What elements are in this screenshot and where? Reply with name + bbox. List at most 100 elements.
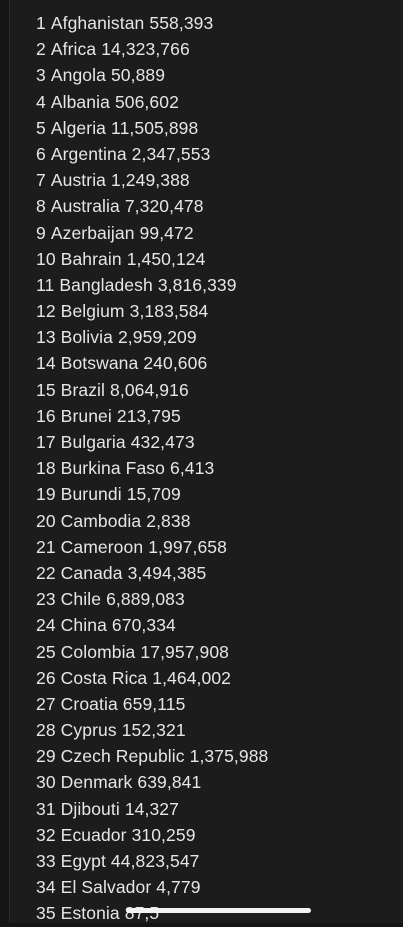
list-item: 11 Bangladesh 3,816,339: [36, 272, 268, 298]
list-item-rank: 24: [36, 615, 56, 636]
list-item-name: Cambodia: [60, 510, 142, 531]
list-item-value: 432,473: [130, 432, 195, 452]
list-item-value: 639,841: [137, 772, 202, 793]
list-item: 21 Cameroon 1,997,658: [36, 534, 268, 560]
list-item-value: 670,334: [111, 615, 176, 636]
list-item: 5 Algeria 11,505,898: [36, 115, 268, 141]
list-item-value: 2,959,209: [117, 327, 197, 348]
list-item-value: 6,413: [169, 458, 215, 479]
list-item: 20 Cambodia 2,838: [36, 508, 268, 534]
list-item-rank: 5: [36, 117, 46, 138]
list-item: 24 China 670,334: [36, 612, 268, 638]
country-list: 1 Afghanistan 558,393 2 Africa 14,323,766 3 Ang…: [36, 10, 268, 927]
list-item: 7 Austria 1,249,388: [36, 167, 268, 193]
list-item-rank: 7: [36, 170, 46, 191]
list-item-rank: 4: [36, 91, 46, 112]
list-item-rank: 1: [36, 13, 46, 33]
list-item: 12 Belgium 3,183,584: [36, 298, 268, 324]
list-item-rank: 15: [36, 379, 56, 400]
list-item-name: Colombia: [60, 641, 136, 662]
list-item-name: Ecuador: [60, 824, 127, 845]
list-item: 28 Cyprus 152,321: [36, 717, 268, 743]
list-item-rank: 17: [36, 432, 56, 452]
list-item-value: 1,464,002: [152, 667, 232, 688]
list-item: 29 Czech Republic 1,375,988: [36, 743, 268, 769]
list-item-value: 2,347,553: [131, 143, 211, 164]
list-item-name: Bolivia: [60, 327, 113, 348]
list-item-name: Egypt: [60, 851, 106, 871]
list-item: 30 Denmark 639,841: [36, 769, 268, 795]
list-item-value: 310,259: [131, 824, 196, 845]
list-item-value: 2,838: [146, 510, 191, 531]
list-item-rank: 22: [36, 562, 56, 583]
list-item-rank: 16: [36, 405, 56, 426]
list-item: 26 Costa Rica 1,464,002: [36, 665, 268, 691]
list-item-name: Estonia: [60, 903, 120, 924]
list-item: 3 Angola 50,889: [36, 62, 268, 88]
list-item-rank: 26: [36, 667, 56, 688]
list-item-name: El Salvador: [60, 877, 152, 898]
list-item-rank: 20: [36, 510, 56, 531]
list-item-name: Austria: [50, 170, 107, 191]
list-item-value: 87,5: [124, 903, 160, 924]
list-item-name: Czech Republic: [60, 746, 185, 767]
list-item-value: 3,183,584: [129, 301, 209, 322]
list-item: 34 El Salvador 4,779: [36, 874, 268, 900]
list-item-rank: 8: [36, 196, 46, 217]
list-item-rank: 31: [36, 798, 56, 819]
list-item-value: 17,957,908: [140, 641, 229, 662]
list-item-value: 15,709: [126, 484, 181, 505]
list-item: 18 Burkina Faso 6,413: [36, 455, 268, 481]
list-item: 13 Bolivia 2,959,209: [36, 324, 268, 350]
list-item-name: Brunei: [60, 405, 112, 426]
list-item: 14 Botswana 240,606: [36, 350, 268, 376]
home-indicator[interactable]: [126, 908, 311, 913]
list-item: 10 Bahrain 1,450,124: [36, 246, 268, 272]
list-item-name: Burundi: [60, 484, 122, 505]
list-item-value: 506,602: [114, 91, 179, 112]
list-item-value: 213,795: [116, 405, 181, 426]
list-item-name: Chile: [60, 589, 102, 610]
list-item-name: Bahrain: [60, 248, 122, 269]
list-item: 8 Australia 7,320,478: [36, 193, 268, 219]
list-item-value: 8,064,916: [110, 379, 189, 400]
list-item-rank: 12: [36, 301, 56, 322]
list-item-value: 558,393: [149, 13, 214, 33]
list-item-value: 1,375,988: [189, 746, 269, 767]
content-panel: 1 Afghanistan 558,393 2 Africa 14,323,766 3 Ang…: [9, 0, 403, 923]
list-item: 15 Brazil 8,064,916: [36, 377, 268, 403]
list-item-name: Argentina: [50, 143, 127, 164]
list-item-rank: 13: [36, 327, 56, 348]
list-item: 23 Chile 6,889,083: [36, 586, 268, 612]
list-item-name: Albania: [50, 91, 110, 112]
list-item-name: Djibouti: [60, 798, 120, 819]
list-item: 31 Djibouti 14,327: [36, 796, 268, 822]
list-item-name: Belgium: [60, 301, 125, 322]
list-item-name: China: [60, 615, 107, 636]
list-item-rank: 28: [36, 720, 56, 741]
list-item-rank: 19: [36, 484, 56, 505]
list-item: 19 Burundi 15,709: [36, 481, 268, 507]
list-item-rank: 33: [36, 851, 56, 871]
list-item-rank: 6: [36, 143, 46, 164]
list-item-value: 99,472: [139, 222, 194, 243]
list-item-rank: 27: [36, 693, 56, 714]
list-item-value: 3,494,385: [127, 562, 207, 583]
list-item-name: Costa Rica: [60, 667, 148, 688]
list-item-name: Australia: [50, 196, 120, 217]
list-item-value: 152,321: [121, 720, 186, 741]
list-item: 4 Albania 506,602: [36, 89, 268, 115]
list-item-name: Canada: [60, 562, 123, 583]
list-item-name: Africa: [50, 39, 97, 60]
list-item: 6 Argentina 2,347,553: [36, 141, 268, 167]
list-item-value: 4,779: [156, 877, 201, 898]
list-item-rank: 32: [36, 824, 56, 845]
list-item-rank: 11: [36, 274, 55, 295]
list-item: 32 Ecuador 310,259: [36, 822, 268, 848]
list-item-name: Cameroon: [60, 536, 144, 557]
list-item-name: Azerbaijan: [50, 222, 135, 243]
list-item-value: 11,505,898: [111, 117, 199, 138]
list-item-value: 7,320,478: [124, 196, 204, 217]
list-item-rank: 35: [36, 903, 56, 924]
list-item-name: Burkina Faso: [60, 458, 165, 479]
